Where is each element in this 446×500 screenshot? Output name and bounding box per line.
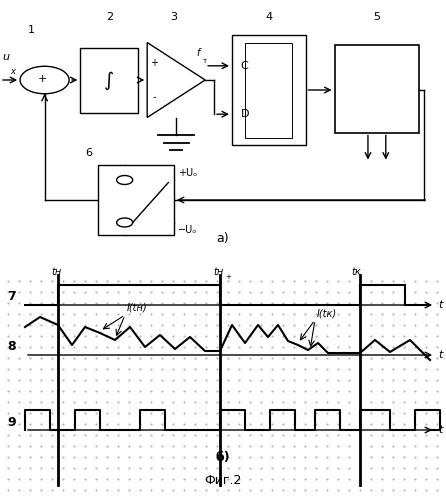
Text: Фиг.2: Фиг.2 <box>204 474 242 488</box>
Text: t: t <box>438 350 442 360</box>
Text: u: u <box>2 52 9 62</box>
Text: x: x <box>10 67 15 76</box>
Text: 7: 7 <box>8 290 17 304</box>
Text: tн: tн <box>51 267 61 277</box>
Text: 1: 1 <box>28 25 35 35</box>
Text: 3: 3 <box>170 12 178 22</box>
Polygon shape <box>147 42 205 117</box>
Text: tн: tн <box>213 267 223 277</box>
Text: +Uₒ: +Uₒ <box>178 168 198 177</box>
Text: +: + <box>225 274 231 280</box>
Text: ∫: ∫ <box>104 70 114 90</box>
Text: tк: tк <box>351 267 361 277</box>
Text: 4: 4 <box>265 12 272 22</box>
Text: t: t <box>438 300 442 310</box>
Text: а): а) <box>217 232 229 245</box>
Text: +: + <box>37 74 47 84</box>
Text: 6: 6 <box>86 148 93 158</box>
Text: −Uₒ: −Uₒ <box>178 225 198 235</box>
Bar <box>80 48 138 112</box>
Text: D: D <box>241 109 249 119</box>
Bar <box>334 45 419 132</box>
Text: 5: 5 <box>373 12 380 22</box>
Text: -: - <box>152 92 156 102</box>
Text: 2: 2 <box>106 12 113 22</box>
Text: t: t <box>438 425 442 435</box>
Bar <box>245 42 292 138</box>
Text: 8: 8 <box>8 340 17 353</box>
Bar <box>98 165 174 235</box>
Text: 9: 9 <box>8 416 17 428</box>
Text: C: C <box>241 61 248 71</box>
Text: I(tк): I(tк) <box>317 308 337 318</box>
Bar <box>232 35 306 145</box>
Text: f: f <box>196 48 200 58</box>
Text: +: + <box>150 58 158 68</box>
Text: б): б) <box>216 450 230 464</box>
Text: I(tн): I(tн) <box>127 303 148 313</box>
Text: т: т <box>203 58 207 64</box>
